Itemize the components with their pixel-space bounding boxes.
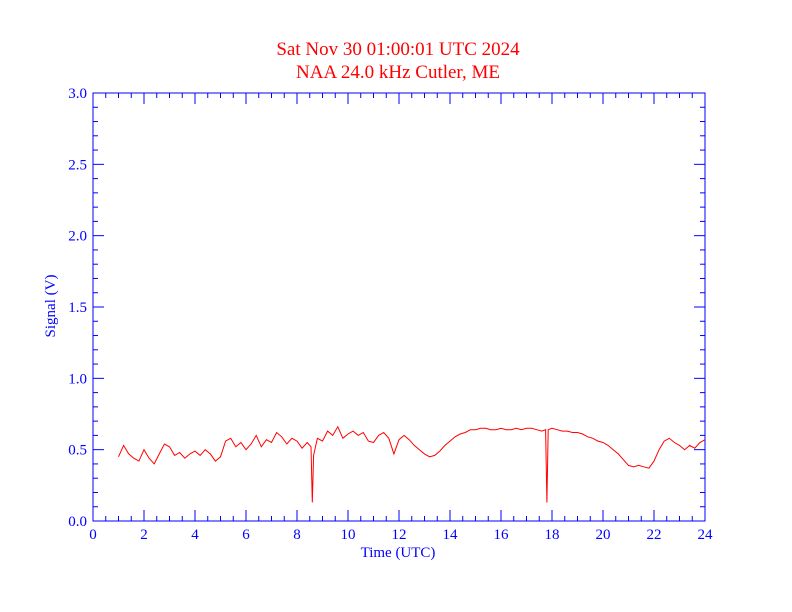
x-tick-label: 2 xyxy=(140,527,148,543)
x-tick-label: 14 xyxy=(443,527,459,543)
y-tick-label: 1.0 xyxy=(68,371,87,387)
x-tick-label: 12 xyxy=(392,527,407,543)
plot-frame xyxy=(92,92,706,522)
signal-series-line xyxy=(118,425,706,503)
x-tick-label: 22 xyxy=(647,527,662,543)
y-tick-label: 2.5 xyxy=(68,157,87,173)
axis-tick-labels: 0 2 4 6 8 10 12 14 16 18 20 22 240.00.51.01.52.02.53… xyxy=(68,86,713,543)
y-tick-label: 1.5 xyxy=(68,300,87,316)
chart-title: Sat Nov 30 01:00:01 UTC 2024 xyxy=(276,39,520,60)
x-tick-label: 4 xyxy=(191,527,199,543)
axis-ticks xyxy=(92,92,706,522)
y-tick-label: 2.0 xyxy=(68,229,87,245)
chart-subtitle: NAA 24.0 kHz Cutler, ME xyxy=(296,62,500,83)
y-tick-label: 3.0 xyxy=(68,86,87,102)
x-tick-label: 10 xyxy=(341,527,356,543)
x-tick-label: 16 xyxy=(494,527,510,543)
y-tick-label: 0.5 xyxy=(68,443,87,459)
series-group xyxy=(118,425,706,503)
x-axis-label: Time (UTC) xyxy=(361,545,436,561)
x-tick-label: 18 xyxy=(545,527,560,543)
x-tick-label: 24 xyxy=(698,527,714,543)
x-tick-label: 0 xyxy=(89,527,97,543)
x-tick-label: 6 xyxy=(242,527,250,543)
y-axis-label: Signal (V) xyxy=(43,275,59,338)
y-tick-label: 0.0 xyxy=(68,514,87,530)
x-tick-label: 20 xyxy=(596,527,611,543)
x-tick-label: 8 xyxy=(293,527,301,543)
